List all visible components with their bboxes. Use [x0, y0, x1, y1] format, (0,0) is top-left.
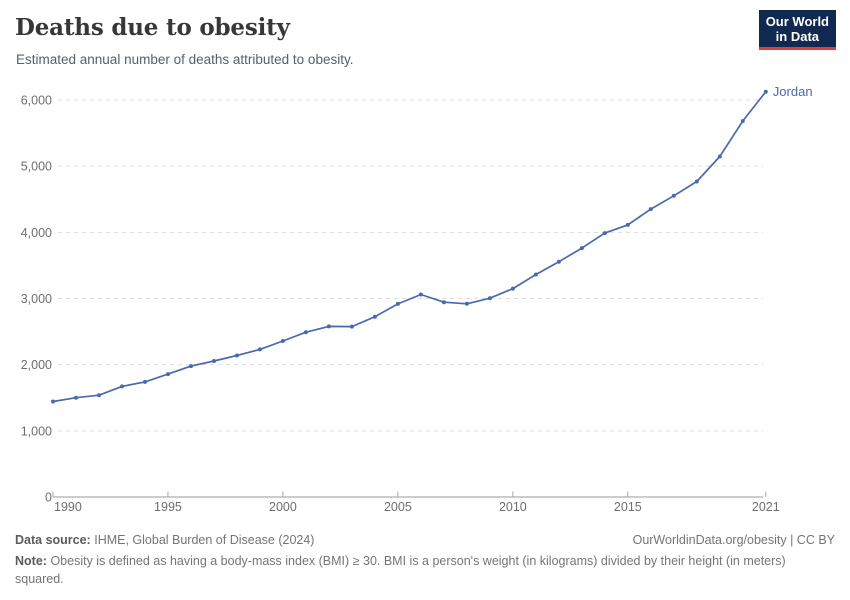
data-point[interactable] — [418, 292, 423, 297]
data-source: Data source: IHME, Global Burden of Dise… — [15, 531, 314, 549]
data-point[interactable] — [74, 395, 78, 400]
y-axis-tick-label: 6,000 — [21, 94, 52, 108]
chart-subtitle: Estimated annual number of deaths attrib… — [16, 52, 354, 67]
y-axis-tick-label: 4,000 — [21, 226, 52, 240]
owid-logo-line1: Our World — [765, 14, 829, 29]
data-point[interactable] — [441, 300, 446, 305]
y-axis-tick-label: 0 — [45, 491, 52, 505]
y-axis-tick-label: 2,000 — [21, 358, 52, 372]
chart-footer: Data source: IHME, Global Burden of Dise… — [15, 531, 835, 588]
data-point[interactable] — [280, 339, 285, 343]
data-point[interactable] — [143, 379, 147, 384]
data-point[interactable] — [349, 324, 354, 329]
series-end-label[interactable]: Jordan — [773, 84, 813, 99]
note-value: Obesity is defined as having a body-mass… — [15, 554, 786, 587]
attribution-link[interactable]: OurWorldinData.org/obesity | CC BY — [632, 533, 835, 547]
data-point[interactable] — [602, 231, 607, 236]
data-point[interactable] — [372, 314, 377, 319]
data-point[interactable] — [671, 193, 676, 198]
data-point[interactable] — [326, 324, 331, 329]
data-point[interactable] — [533, 272, 538, 277]
data-source-label: Data source: — [15, 533, 91, 547]
data-point[interactable] — [625, 222, 630, 227]
data-point[interactable] — [510, 286, 515, 291]
x-axis-tick-label: 2015 — [614, 500, 642, 514]
data-point[interactable] — [694, 179, 699, 184]
x-axis-tick-label: 2000 — [269, 500, 297, 514]
data-point[interactable] — [648, 207, 653, 212]
x-axis-tick-label: 2005 — [384, 500, 412, 514]
data-point[interactable] — [166, 372, 170, 377]
note-label: Note: — [15, 554, 47, 569]
data-point[interactable] — [212, 359, 216, 363]
data-point[interactable] — [579, 246, 584, 251]
y-axis-tick-label: 1,000 — [21, 424, 52, 438]
data-point[interactable] — [120, 384, 124, 389]
data-point[interactable] — [763, 89, 768, 94]
y-axis-tick-label: 3,000 — [21, 292, 52, 306]
data-point[interactable] — [51, 399, 55, 404]
data-point[interactable] — [717, 154, 722, 159]
data-point[interactable] — [395, 301, 400, 306]
data-point[interactable] — [740, 119, 745, 123]
x-axis-tick-label: 2010 — [499, 500, 527, 514]
chart-note: Note: Obesity is defined as having a bod… — [15, 552, 835, 588]
owid-logo[interactable]: Our World in Data — [758, 10, 836, 50]
data-point[interactable] — [257, 347, 262, 352]
x-axis-tick-label: 1990 — [54, 500, 82, 514]
owid-logo-line2: in Data — [775, 29, 820, 44]
data-point[interactable] — [556, 259, 561, 264]
page-title: Deaths due to obesity — [15, 14, 290, 41]
x-axis-tick-label: 1995 — [154, 500, 182, 514]
data-point[interactable] — [464, 301, 469, 306]
data-line[interactable] — [52, 90, 767, 403]
data-source-value: IHME, Global Burden of Disease (2024) — [94, 533, 315, 547]
data-point[interactable] — [234, 353, 239, 358]
data-point[interactable] — [189, 364, 193, 369]
data-point[interactable] — [487, 296, 492, 301]
data-point[interactable] — [97, 393, 101, 398]
y-axis-tick-label: 5,000 — [21, 160, 52, 174]
x-axis-tick-label: 2021 — [752, 500, 780, 514]
data-point[interactable] — [303, 330, 308, 335]
